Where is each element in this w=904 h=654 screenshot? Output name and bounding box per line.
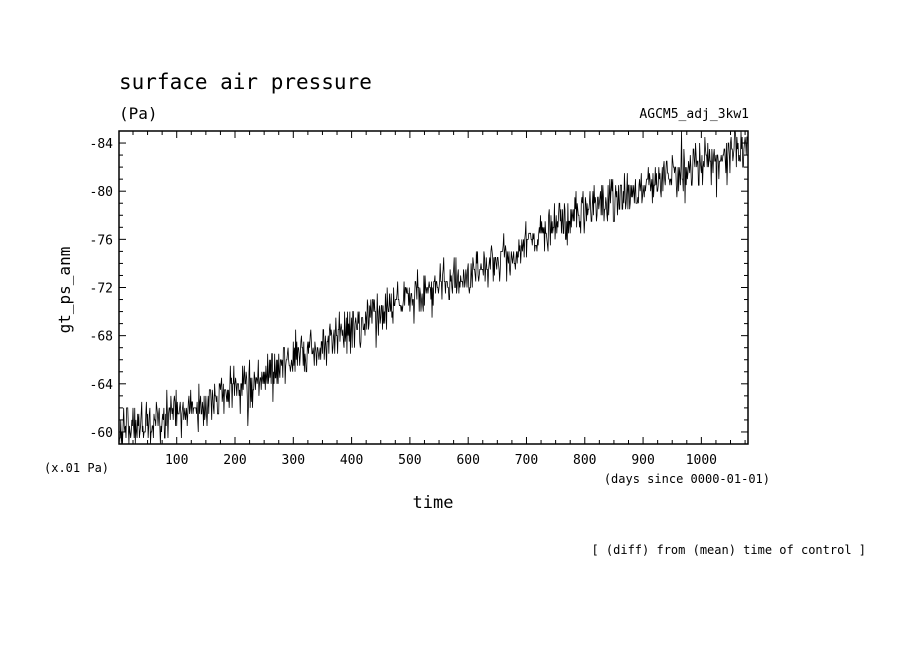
- x-tick-label: 900: [631, 453, 654, 468]
- x-tick-label: 700: [515, 453, 538, 468]
- y-tick-label: -68: [90, 330, 113, 345]
- x-tick-label: 400: [340, 453, 363, 468]
- x-tick-label: 100: [165, 453, 188, 468]
- y-tick-label: -84: [90, 137, 114, 152]
- x-tick-label: 200: [223, 453, 246, 468]
- x-tick-label: 1000: [686, 453, 717, 468]
- run-label: AGCM5_adj_3kw1: [639, 107, 749, 122]
- y-scale-note: (x.01 Pa): [44, 461, 109, 475]
- y-tick-label: -60: [90, 426, 113, 441]
- y-tick-label: -80: [90, 185, 113, 200]
- y-tick-label: -64: [90, 378, 114, 393]
- y-ticks: -60 -64 -68 -72 -76 -80 -84: [90, 130, 748, 441]
- x-tick-label: 300: [282, 453, 305, 468]
- x-tick-label: 500: [398, 453, 421, 468]
- x-tick-label: 600: [456, 453, 479, 468]
- y-tick-label: -72: [90, 282, 113, 297]
- x-units-note: (days since 0000-01-01): [604, 472, 770, 486]
- x-ticks: 100 200 300 400 500 600 700 800 900 1000: [132, 131, 746, 468]
- chart-units: (Pa): [119, 104, 158, 123]
- x-axis-label: time: [413, 493, 454, 513]
- series-group: [118, 130, 749, 445]
- y-tick-label: -76: [90, 233, 113, 248]
- y-axis-label: gt_ps_anm: [55, 247, 74, 334]
- footer-note: [ (diff) from (mean) time of control ]: [591, 543, 866, 557]
- series-line: [118, 130, 749, 445]
- x-tick-label: 800: [573, 453, 596, 468]
- chart-title: surface air pressure: [119, 70, 372, 94]
